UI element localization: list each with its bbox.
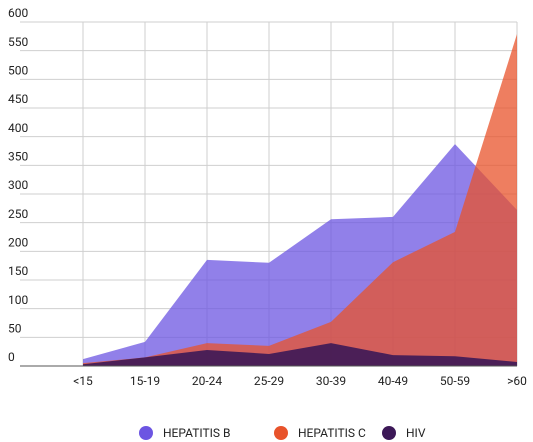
y-tick-label: 400 xyxy=(8,121,28,135)
x-tick-label: 50-59 xyxy=(440,374,470,388)
x-tick-label: >60 xyxy=(507,374,527,388)
x-tick-label: 30-39 xyxy=(316,374,346,388)
y-tick-label: 500 xyxy=(8,64,28,78)
area xyxy=(83,34,517,366)
legend-label: HIV xyxy=(406,426,426,440)
x-tick-label: 15-19 xyxy=(130,374,160,388)
y-tick-label: 300 xyxy=(8,178,28,192)
legend-marker xyxy=(382,426,396,440)
x-tick-label: 40-49 xyxy=(378,374,408,388)
y-tick-label: 250 xyxy=(8,207,28,221)
y-tick-label: 200 xyxy=(8,236,28,250)
x-tick-label: 20-24 xyxy=(192,374,223,388)
y-tick-label: 350 xyxy=(8,150,28,164)
y-tick-label: 150 xyxy=(8,264,28,278)
y-tick-label: 550 xyxy=(8,35,28,49)
y-tick-label: 100 xyxy=(8,293,28,307)
legend-label: HEPATITIS B xyxy=(163,426,230,440)
legend-label: HEPATITIS C xyxy=(298,426,366,440)
y-tick-label: 0 xyxy=(8,350,15,364)
legend-marker xyxy=(139,426,153,440)
x-tick-label: 25-29 xyxy=(254,374,284,388)
area xyxy=(83,343,517,366)
x-tick-label: <15 xyxy=(73,374,93,388)
y-tick-label: 600 xyxy=(8,6,28,20)
y-tick-label: 450 xyxy=(8,92,28,106)
y-tick-label: 50 xyxy=(8,322,22,336)
legend-marker xyxy=(274,426,288,440)
